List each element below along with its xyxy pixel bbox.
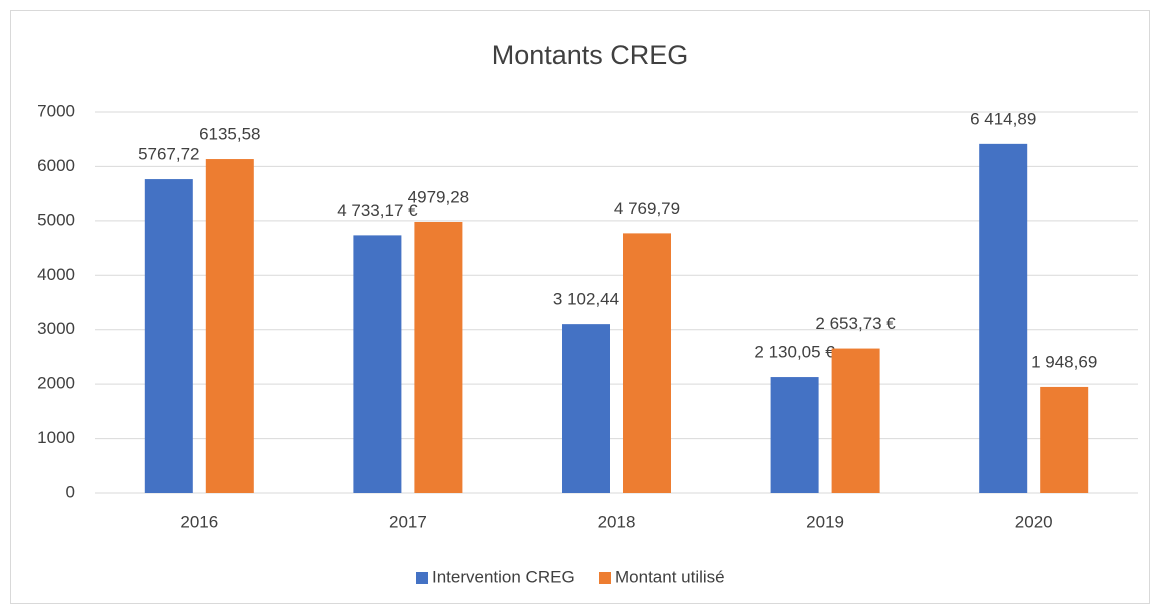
bar <box>414 221 463 493</box>
bar <box>562 324 610 493</box>
y-tick-label: 3000 <box>37 319 75 338</box>
x-tick-label: 2016 <box>180 512 218 531</box>
y-tick-label: 5000 <box>37 210 75 229</box>
chart-border <box>10 10 1150 604</box>
y-tick-label: 6000 <box>37 156 75 175</box>
data-label: 5767,72 <box>138 145 199 164</box>
bar <box>1040 386 1089 493</box>
legend-swatch <box>416 572 428 584</box>
x-tick-label: 2017 <box>389 512 427 531</box>
y-tick-label: 1000 <box>37 428 75 447</box>
data-label: 1 948,69 <box>1031 352 1097 371</box>
legend-swatch <box>599 572 611 584</box>
data-label: 3 102,44 <box>553 290 619 309</box>
data-label: 4 769,79 <box>614 199 680 218</box>
legend-label: Intervention CREG <box>432 567 575 586</box>
data-label: 2 130,05 € <box>754 343 835 362</box>
x-tick-label: 2020 <box>1015 512 1053 531</box>
data-label: 6135,58 <box>199 125 260 144</box>
x-tick-label: 2018 <box>598 512 636 531</box>
data-label: 6 414,89 <box>970 109 1036 128</box>
data-label: 4979,28 <box>408 187 469 206</box>
y-tick-label: 0 <box>66 482 75 501</box>
x-tick-label: 2019 <box>806 512 844 531</box>
bar <box>353 235 402 494</box>
data-label: 2 653,73 € <box>815 314 896 333</box>
y-tick-label: 2000 <box>37 374 75 393</box>
bar <box>831 348 880 493</box>
bar <box>770 377 819 493</box>
legend-label: Montant utilisé <box>615 567 725 586</box>
bar <box>623 233 671 493</box>
y-tick-label: 4000 <box>37 265 75 284</box>
bar <box>979 143 1028 494</box>
chart-title: Montants CREG <box>492 40 689 70</box>
y-tick-label: 7000 <box>37 101 75 120</box>
data-label: 4 733,17 € <box>337 201 418 220</box>
bar <box>205 159 254 494</box>
bar <box>144 179 193 494</box>
